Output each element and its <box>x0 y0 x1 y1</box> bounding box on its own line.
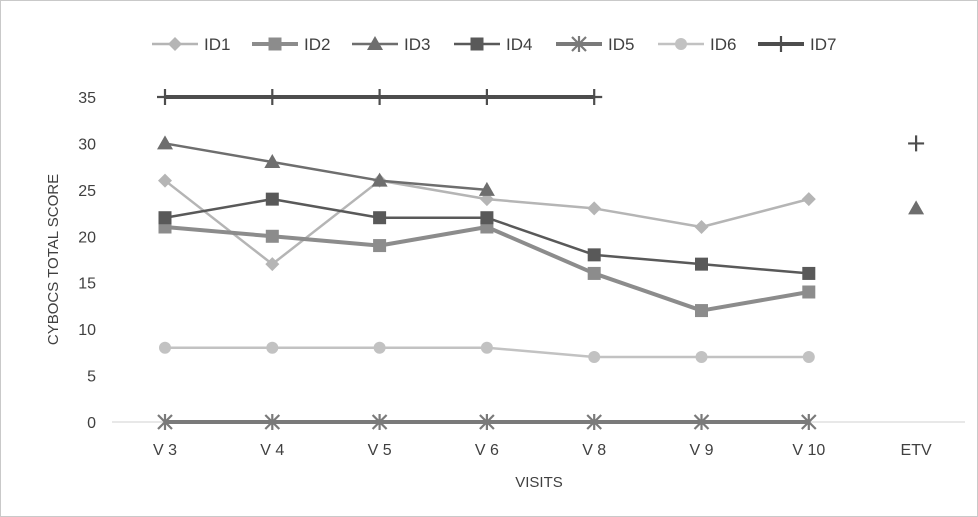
data-point-id4 <box>695 257 708 271</box>
legend-item-id5: ID5 <box>556 35 634 54</box>
data-point-id5 <box>801 414 817 430</box>
x-tick-label: V 3 <box>153 442 177 459</box>
legend-marker <box>773 36 789 52</box>
legend-item-id6: ID6 <box>658 35 736 54</box>
y-tick-label: 10 <box>78 322 96 339</box>
legend-label: ID2 <box>304 35 330 54</box>
data-point-id1 <box>801 192 816 207</box>
y-tick-label: 30 <box>78 136 96 153</box>
data-point-id4 <box>158 211 172 225</box>
data-point-id3 <box>371 172 388 187</box>
legend-marker <box>571 36 587 52</box>
series-id7 <box>157 89 925 152</box>
legend-label: ID6 <box>710 35 736 54</box>
x-tick-label: V 5 <box>368 442 392 459</box>
data-point-id1 <box>158 173 172 188</box>
data-point-id2 <box>695 304 708 318</box>
legend-item-id3: ID3 <box>352 35 430 54</box>
y-tick-label: 35 <box>78 90 96 107</box>
data-point-id5 <box>157 414 173 430</box>
data-point-id5 <box>693 414 710 430</box>
data-point-id3 <box>157 135 173 150</box>
y-tick-label: 5 <box>87 369 96 386</box>
legend-item-id2: ID2 <box>252 35 330 54</box>
data-point-id6 <box>588 351 601 363</box>
plot-area <box>157 89 925 430</box>
series-id5 <box>157 414 817 430</box>
legend-marker <box>268 37 282 51</box>
data-point-id5 <box>586 414 602 430</box>
series-id6 <box>159 341 815 363</box>
legend-item-id4: ID4 <box>454 35 532 54</box>
legend-label: ID1 <box>204 35 230 54</box>
y-axis-title: CYBOCS TOTAL SCORE <box>45 174 62 345</box>
data-point-id6 <box>802 351 815 363</box>
legend-marker <box>168 37 182 51</box>
data-point-id5 <box>264 414 281 430</box>
data-point-id2 <box>802 285 816 299</box>
data-point-id4 <box>480 211 494 225</box>
data-point-id6 <box>159 341 171 354</box>
data-point-id5 <box>479 414 495 430</box>
x-tick-label: V 4 <box>260 442 284 459</box>
data-point-id4 <box>587 248 601 262</box>
data-point-id2 <box>373 239 387 253</box>
data-point-id3 <box>908 200 925 215</box>
y-tick-label: 0 <box>87 415 96 432</box>
data-point-id7 <box>908 135 925 152</box>
data-point-id7 <box>264 89 281 105</box>
data-point-id6 <box>480 341 493 354</box>
legend-label: ID5 <box>608 35 634 54</box>
data-point-id7 <box>157 89 173 105</box>
legend-item-id1: ID1 <box>152 35 230 54</box>
data-point-id4 <box>265 192 279 206</box>
data-point-id7 <box>478 89 495 105</box>
data-point-id2 <box>265 229 279 243</box>
series-line-id2 <box>164 225 810 313</box>
y-tick-label: 15 <box>78 276 96 293</box>
data-point-id4 <box>373 211 387 225</box>
series-line-id3 <box>164 142 488 192</box>
series-id3 <box>157 135 925 215</box>
x-axis-title: VISITS <box>515 474 563 491</box>
legend-marker <box>367 36 383 50</box>
data-point-id2 <box>587 266 601 280</box>
data-point-id3 <box>264 154 281 168</box>
x-tick-label: V 8 <box>582 442 606 459</box>
data-point-id7 <box>371 89 388 105</box>
x-tick-label: ETV <box>901 442 932 459</box>
x-tick-label: V 10 <box>792 442 825 459</box>
data-point-id5 <box>371 414 388 430</box>
x-axis-ticks: V 3 V 4 V 5 V 6 V 8 V 9 V 10 ETV <box>153 442 932 459</box>
legend-label: ID3 <box>404 35 430 54</box>
legend: ID1 ID2 ID3 ID4 ID5 ID6 ID7 <box>152 35 836 54</box>
data-point-id1 <box>265 257 280 272</box>
data-point-id6 <box>695 351 708 363</box>
y-tick-label: 25 <box>78 183 96 200</box>
legend-marker <box>675 38 687 50</box>
legend-marker <box>470 37 484 51</box>
series-id2 <box>158 220 816 318</box>
legend-item-id7: ID7 <box>758 35 836 54</box>
x-tick-label: V 9 <box>689 442 713 459</box>
data-point-id6 <box>373 341 386 354</box>
data-point-id1 <box>587 201 602 216</box>
legend-label: ID7 <box>810 35 836 54</box>
y-axis-ticks: 0 5 10 15 20 25 30 35 <box>78 90 96 432</box>
y-tick-label: 20 <box>78 229 96 246</box>
series-id4 <box>158 192 816 280</box>
legend-label: ID4 <box>506 35 532 54</box>
data-point-id7 <box>586 89 603 105</box>
data-point-id6 <box>266 341 279 354</box>
data-point-id1 <box>694 220 709 234</box>
x-tick-label: V 6 <box>475 442 499 459</box>
data-point-id3 <box>478 181 495 196</box>
data-point-id4 <box>802 266 816 280</box>
